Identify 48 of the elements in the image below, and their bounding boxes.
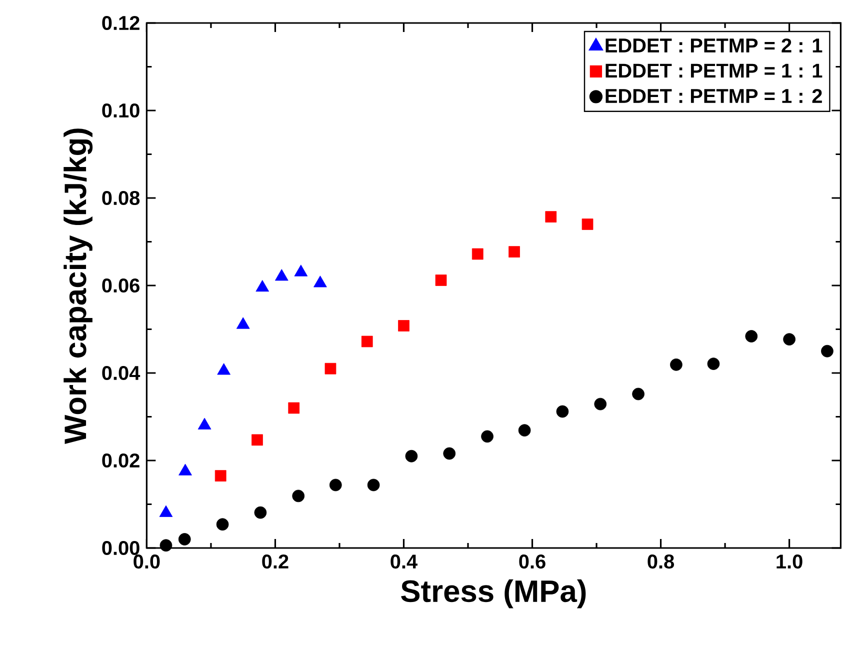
point (216, 518, 229, 531)
point (783, 333, 796, 346)
point (214, 470, 226, 482)
point (481, 430, 494, 443)
point (292, 490, 305, 502)
y-tick-label: 0.02 (102, 453, 140, 468)
point (545, 211, 557, 222)
point (670, 358, 682, 371)
x-tick-label: 0.2 (262, 554, 288, 569)
y-tick-label: 0.04 (102, 366, 140, 380)
x-tick-label: 1.0 (776, 554, 802, 569)
point (518, 424, 531, 436)
x-axis-title: Stress (MPa) (401, 579, 586, 608)
point (178, 533, 191, 546)
point (582, 218, 594, 230)
point (367, 478, 380, 492)
point (288, 402, 300, 414)
x-tick-label: 0.0 (134, 554, 160, 569)
point (398, 320, 410, 332)
point (594, 398, 607, 410)
point (556, 405, 569, 418)
point (472, 248, 484, 260)
point (361, 336, 373, 348)
x-tick-label: 0.8 (648, 554, 674, 569)
point (821, 344, 834, 358)
y-tick-label: 0.10 (102, 103, 140, 118)
y-tick-label: 0.06 (102, 278, 140, 293)
x-tick-label: 0.4 (390, 554, 418, 569)
point (252, 434, 263, 446)
legend-label: EDDET : PETMP = 2 : 1 (606, 38, 822, 52)
legend-label: EDDET : PETMP = 1 : 2 (606, 88, 822, 103)
legend-label: EDDET : PETMP = 1 : 1 (606, 64, 822, 78)
point (405, 450, 418, 462)
point (435, 274, 447, 286)
point (254, 506, 267, 519)
point (508, 246, 520, 258)
point (443, 447, 456, 460)
point (707, 358, 720, 370)
point (745, 330, 758, 342)
x-tick-label: 0.6 (519, 554, 546, 569)
point (329, 478, 342, 492)
y-axis-title: Work capacity (kJ/kg) (64, 128, 93, 444)
point (160, 539, 172, 552)
point (632, 388, 644, 400)
y-tick-label: 0.12 (102, 16, 140, 30)
y-tick-label: 0.00 (102, 540, 140, 556)
y-tick-label: 0.08 (102, 190, 140, 206)
point (324, 362, 336, 374)
